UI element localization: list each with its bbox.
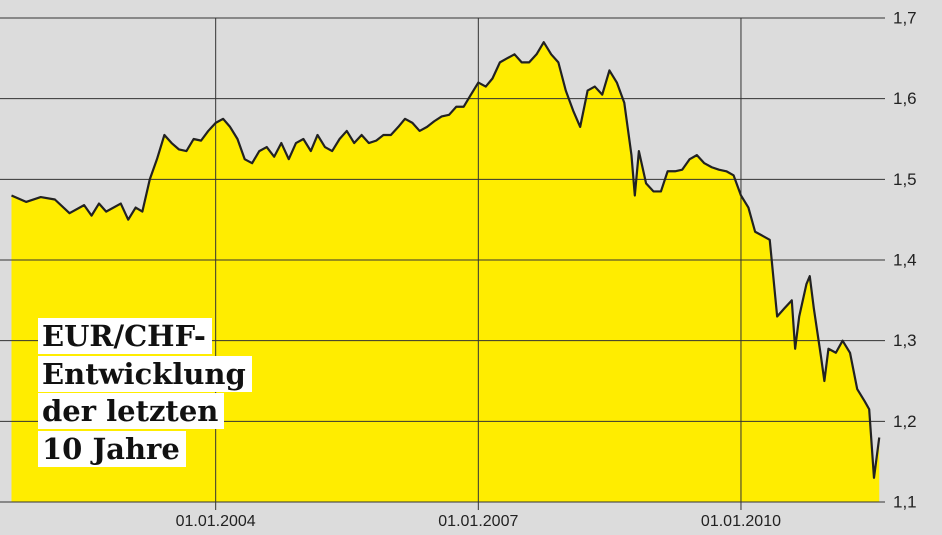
x-tick-label: 01.01.2007 [438,513,518,530]
y-tick-label: 1,4 [893,250,917,269]
chart-title: EUR/CHF- Entwicklung der letzten 10 Jahr… [38,318,252,468]
title-line: 10 Jahre [38,430,186,467]
y-tick-label: 1,6 [893,89,917,108]
y-tick-label: 1,3 [893,331,917,350]
line [11,41,881,479]
title-line: EUR/CHF- [38,318,212,354]
title-line: der letzten [38,393,225,429]
x-tick-label: 01.01.2004 [176,513,256,530]
y-tick-label: 1,1 [893,492,917,511]
y-tick-label: 1,2 [893,412,917,431]
y-tick-label: 1,5 [893,170,917,189]
title-line: Entwicklung [38,355,252,392]
y-tick-label: 1,7 [893,8,917,27]
x-tick-label: 01.01.2010 [701,513,781,530]
